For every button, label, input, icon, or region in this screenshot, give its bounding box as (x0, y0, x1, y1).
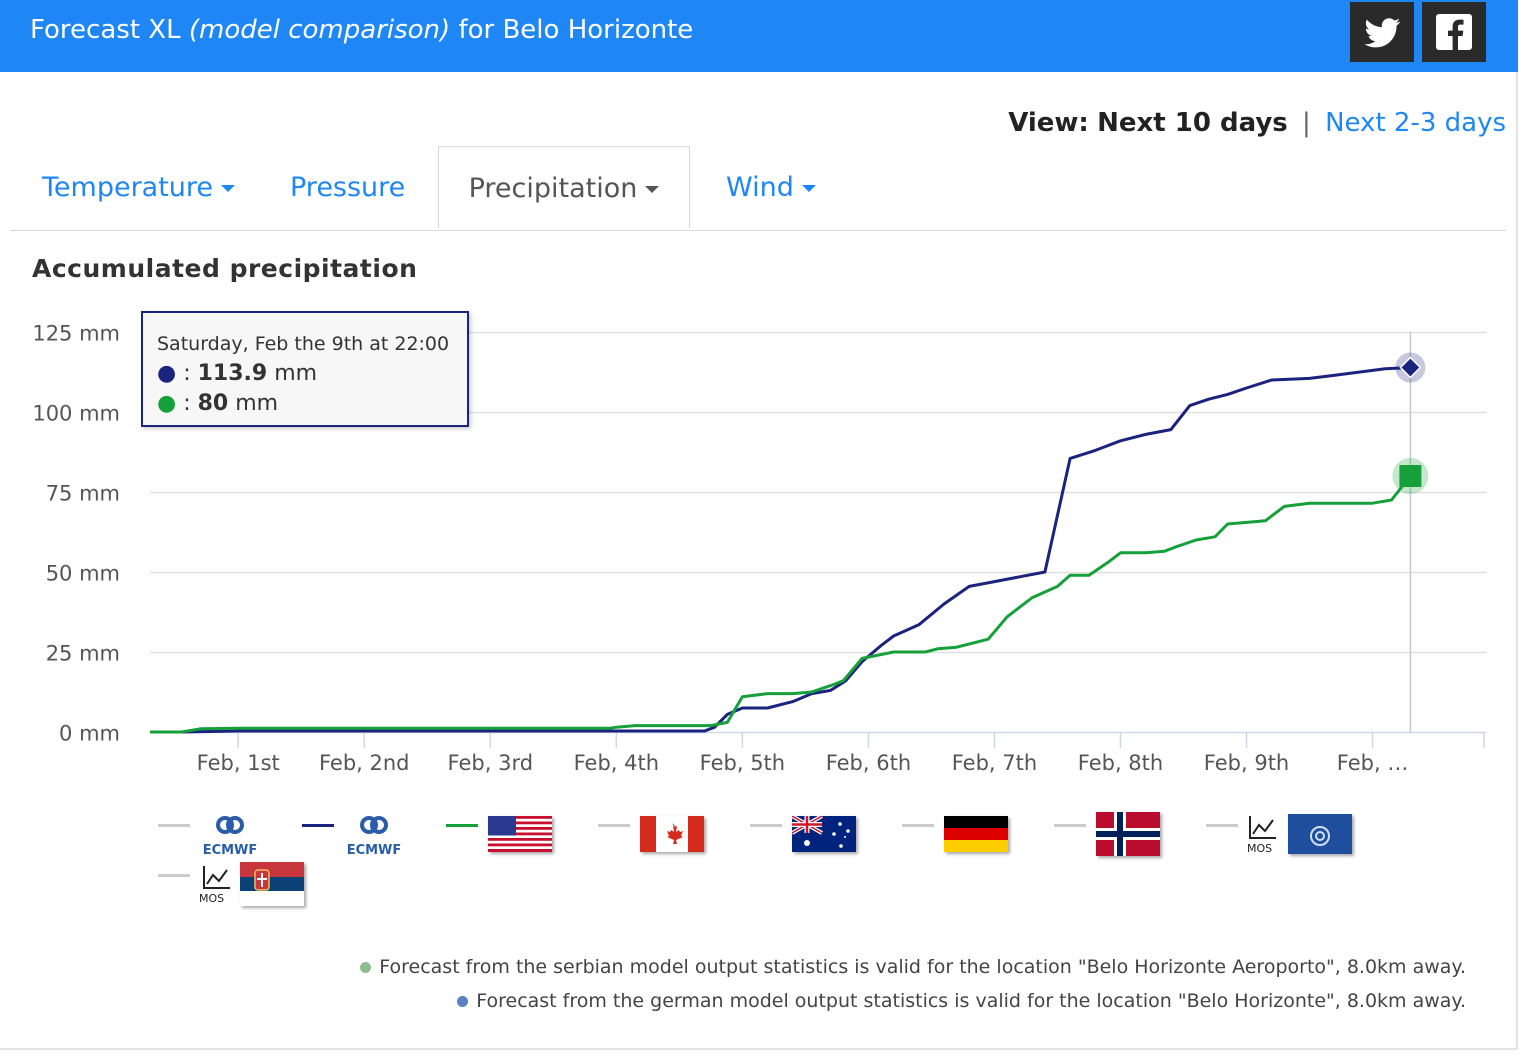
tooltip-row-gfs: ● : 80 mm (157, 391, 278, 416)
bullet-dot-icon (457, 996, 469, 1007)
tooltip-sep: : (183, 361, 191, 386)
hover-markers (1392, 352, 1429, 494)
chart-series (150, 366, 1412, 734)
tooltip-unit: mm (274, 361, 318, 386)
legend-line (902, 824, 934, 827)
x-tick-label: Feb, 9th (1204, 751, 1289, 775)
tooltip-header: Saturday, Feb the 9th at 22:00 (157, 333, 450, 355)
x-tick-label: Feb, … (1337, 751, 1409, 775)
tab-temperature[interactable]: Temperature (42, 146, 236, 229)
legend-label: ECMWF (347, 843, 402, 858)
series-dot-icon: ● (157, 361, 177, 386)
y-axis: 0 mm 25 mm 50 mm 75 mm 100 mm 125 mm (32, 322, 120, 746)
facebook-icon (1436, 14, 1472, 50)
precipitation-chart: 0 mm 25 mm 50 mm 75 mm 100 mm 125 mm Feb, 1st… (32, 322, 1486, 775)
marker-diamond-icon (1399, 356, 1422, 379)
legend-label: ECMWF (203, 843, 258, 858)
series-line-1 (150, 475, 1412, 734)
x-tick-label: Feb, 4th (574, 751, 659, 775)
x-tick-label: Feb, 7th (952, 751, 1037, 775)
x-tick-label: Feb, 3rd (448, 751, 534, 775)
x-tick-label: Feb, 2nd (319, 751, 410, 775)
chart-tooltip: Saturday, Feb the 9th at 22:00 ● : 113.9… (141, 311, 469, 427)
twitter-button[interactable] (1350, 2, 1414, 62)
view-next-2-3-days-link[interactable]: Next 2-3 days (1325, 108, 1506, 138)
twitter-icon (1364, 18, 1401, 48)
dwd-logo-icon (1288, 814, 1352, 854)
tooltip-row-ecmwf: ● : 113.9 mm (157, 361, 317, 386)
legend-line (158, 874, 190, 877)
y-tick-label: 0 mm (59, 722, 120, 746)
series-dot-icon: ● (157, 391, 177, 416)
legend-label: MOS (199, 892, 224, 904)
serbia-flag-icon (240, 862, 304, 906)
bullet-dot-icon (360, 962, 372, 973)
germany-flag-icon (944, 816, 1008, 852)
mos-chart-icon: MOS (199, 866, 230, 904)
tab-precipitation-label: Precipitation (468, 173, 638, 204)
y-tick-label: 100 mm (32, 402, 120, 426)
note-serbian-mos: Forecast from the serbian model output s… (360, 956, 1466, 978)
tab-precipitation[interactable]: Precipitation (438, 146, 690, 229)
legend-line (446, 824, 478, 827)
ecmwf-logo-icon: ECMWF (347, 816, 402, 858)
header-bar: Forecast XL (model comparison) for Belo … (0, 0, 1518, 72)
page-title: Forecast XL (model comparison) for Belo … (30, 15, 693, 45)
legend-line (302, 824, 334, 827)
tooltip-unit: mm (235, 391, 279, 416)
title-italic: (model comparison) (188, 15, 451, 45)
tab-wind[interactable]: Wind (726, 146, 816, 229)
chart-title: Accumulated precipitation (32, 254, 418, 283)
ecmwf-logo-icon: ECMWF (203, 816, 258, 858)
mos-chart-icon: MOS (1247, 816, 1276, 854)
y-tick-label: 75 mm (46, 482, 120, 506)
series-line-0 (150, 366, 1411, 734)
usa-flag-icon (488, 816, 552, 852)
view-separator: | (1302, 108, 1311, 138)
caret-down-icon (221, 185, 236, 192)
legend-line (1206, 824, 1238, 827)
x-tick-label: Feb, 8th (1078, 751, 1163, 775)
tab-pressure-label: Pressure (290, 172, 406, 203)
x-axis: Feb, 1st Feb, 2nd Feb, 3rd Feb, 4th Feb, 5th… (150, 731, 1486, 775)
y-tick-label: 125 mm (32, 322, 120, 346)
y-tick-label: 25 mm (46, 642, 120, 666)
facebook-button[interactable] (1422, 2, 1486, 62)
tab-temperature-label: Temperature (42, 172, 214, 203)
marker-square-icon (1399, 465, 1422, 487)
note-text: Forecast from the german model output st… (476, 990, 1466, 1012)
title-suffix: for Belo Horizonte (458, 15, 694, 45)
note-german-mos: Forecast from the german model output st… (457, 990, 1466, 1012)
legend-line (598, 824, 630, 827)
australia-flag-icon (792, 816, 856, 852)
x-tick-label: Feb, 6th (826, 751, 911, 775)
x-tick-label: Feb, 1st (197, 751, 280, 775)
caret-down-icon (801, 185, 816, 192)
view-selector: View: Next 10 days | Next 2-3 days (1008, 108, 1506, 138)
legend-line (1054, 824, 1086, 827)
legend-line (158, 824, 190, 827)
norway-flag-icon (1096, 812, 1160, 856)
legend-label: MOS (1247, 842, 1272, 854)
tooltip-value: 113.9 (197, 361, 268, 386)
x-tick-label: Feb, 5th (700, 751, 785, 775)
y-tick-label: 50 mm (46, 562, 120, 586)
tooltip-value: 80 (197, 391, 229, 416)
note-text: Forecast from the serbian model output s… (379, 956, 1466, 978)
canada-flag-icon (640, 816, 704, 852)
view-label: View: (1008, 108, 1089, 138)
caret-down-icon (645, 186, 660, 193)
tooltip-sep: : (183, 391, 191, 416)
legend-line (750, 824, 782, 827)
tab-bar: Temperature Pressure Precipitation Wind (10, 146, 1506, 231)
tab-wind-label: Wind (726, 172, 794, 203)
tab-pressure[interactable]: Pressure (290, 146, 405, 229)
title-prefix: Forecast XL (30, 15, 181, 45)
view-current: Next 10 days (1097, 108, 1288, 138)
